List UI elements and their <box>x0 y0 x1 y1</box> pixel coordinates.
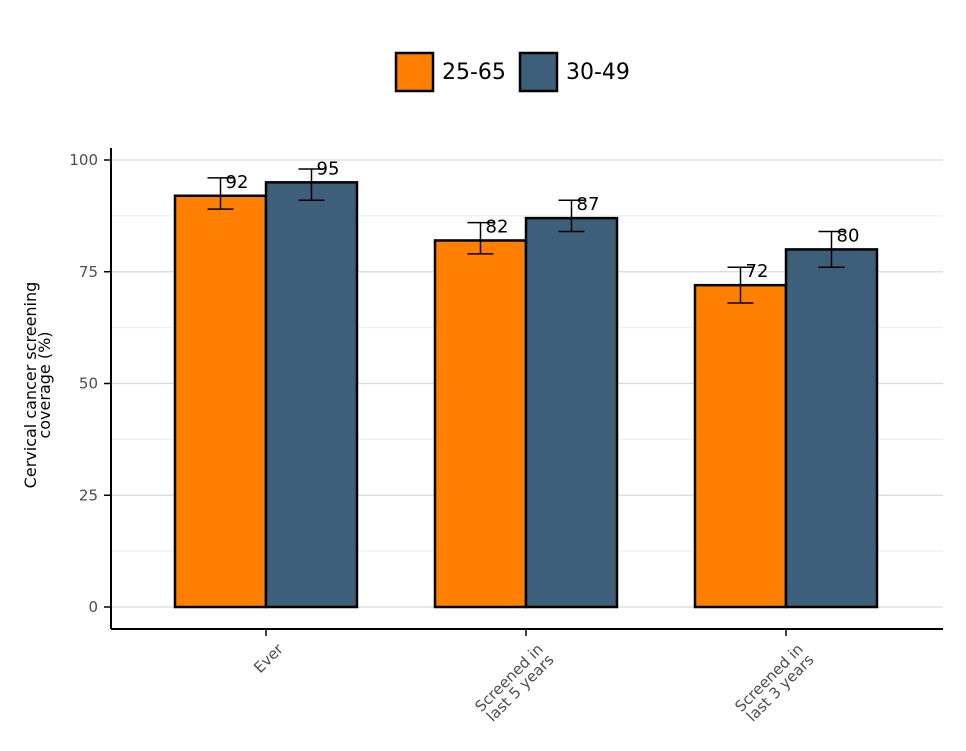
bar <box>433 239 528 609</box>
x-ticks: Ever Screened inlast 5 years Screened inla… <box>250 629 818 726</box>
data-label: 87 <box>577 194 600 215</box>
data-label: 80 <box>837 225 860 246</box>
bar <box>524 216 619 609</box>
y-tick-label: 0 <box>88 598 98 616</box>
y-axis-title-line: Cervical cancer screening <box>21 282 40 489</box>
data-label: 92 <box>226 172 249 193</box>
bars <box>173 181 879 609</box>
bar <box>693 283 788 609</box>
y-tick-label: 100 <box>69 151 98 169</box>
bar <box>173 194 268 609</box>
legend: 25-65 30-49 <box>394 51 630 93</box>
y-axis-title: Cervical cancer screeningcoverage (%) <box>21 282 54 489</box>
data-label: 82 <box>486 216 509 237</box>
y-ticks: 0 25 50 75 100 <box>69 151 111 616</box>
legend-label: 30-49 <box>566 60 630 85</box>
y-axis-title-text: Cervical cancer screeningcoverage (%) <box>21 282 54 489</box>
axes <box>110 148 943 630</box>
data-labels: 92 82 72 95 87 80 <box>226 158 860 282</box>
x-tick-label-line: Ever <box>250 640 287 677</box>
data-label: 95 <box>317 158 340 179</box>
y-axis-title-line: coverage (%) <box>35 331 54 438</box>
legend-swatch <box>394 51 435 93</box>
error-bars <box>207 168 845 304</box>
bar <box>784 248 879 609</box>
y-tick-label: 50 <box>79 375 98 393</box>
x-tick-label: Screened inlast 5 years <box>471 640 557 726</box>
y-tick-label: 75 <box>79 263 98 281</box>
x-tick-label: Ever <box>250 640 287 677</box>
bar <box>264 181 359 609</box>
legend-swatch <box>518 51 559 93</box>
x-tick-label: Screened inlast 3 years <box>731 640 817 726</box>
y-tick-label: 25 <box>79 486 98 504</box>
data-label: 72 <box>746 261 769 282</box>
legend-label: 25-65 <box>442 60 506 85</box>
